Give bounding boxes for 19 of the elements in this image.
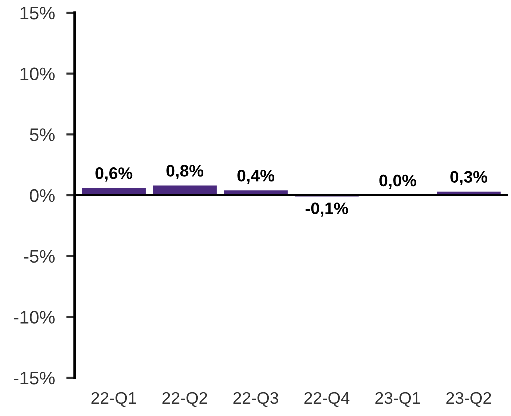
- x-tick-label: 22-Q1: [92, 392, 136, 408]
- y-tick-label: 10%: [20, 68, 55, 81]
- y-tick-label: -5%: [24, 250, 55, 264]
- y-tick-label: -15%: [14, 372, 55, 385]
- data-label: -0,1%: [306, 202, 348, 217]
- x-tick-label: 22-Q2: [162, 392, 208, 408]
- x-tick-label: 22-Q3: [234, 392, 278, 408]
- data-label: 0,3%: [450, 171, 488, 186]
- y-tick-label: -10%: [14, 311, 55, 324]
- x-tick-label: 22-Q4: [304, 392, 350, 408]
- data-label: 0,4%: [238, 170, 275, 184]
- data-label: 0,8%: [166, 165, 204, 180]
- x-tick-label: 23-Q1: [376, 392, 420, 408]
- x-tick-label: 23-Q2: [446, 392, 492, 408]
- data-label: 0,6%: [96, 168, 133, 182]
- y-tick-label: 0%: [30, 189, 55, 202]
- y-tick-label: 5%: [30, 128, 55, 142]
- y-tick-label: 15%: [20, 7, 55, 20]
- data-label: 0,0%: [380, 174, 417, 190]
